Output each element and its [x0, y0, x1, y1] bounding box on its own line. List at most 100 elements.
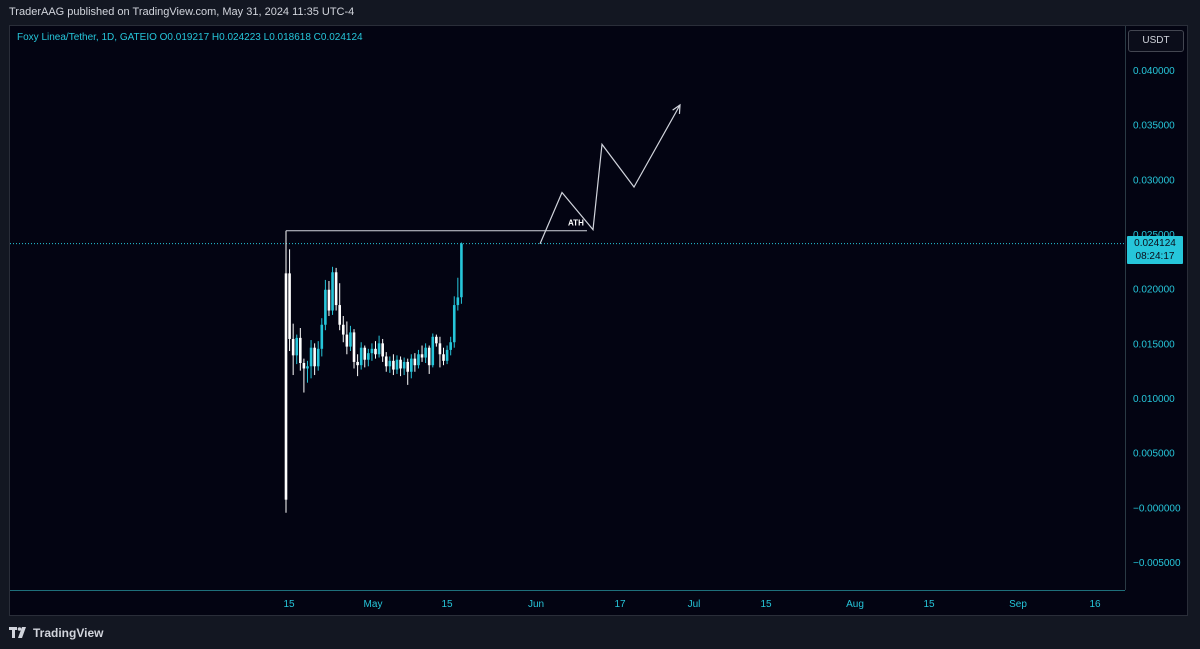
candle-body: [374, 348, 377, 355]
candle-body: [316, 348, 320, 367]
candle-body: [306, 366, 309, 369]
candle: [327, 281, 331, 316]
candle-body: [413, 358, 417, 366]
candle: [406, 358, 410, 385]
candle: [352, 329, 356, 369]
candle: [338, 283, 341, 331]
candle-body: [320, 324, 324, 349]
x-tick-label: Jun: [528, 599, 544, 610]
candle-body: [356, 361, 359, 366]
y-tick-label: 0.010000: [1133, 394, 1175, 405]
candlestick-plot[interactable]: ATH: [10, 26, 1125, 590]
candle-body: [295, 337, 299, 356]
x-tick-label: Sep: [1009, 599, 1027, 610]
candle: [431, 333, 435, 368]
candle-body: [291, 338, 295, 356]
candle: [442, 347, 445, 366]
y-tick-label: 0.005000: [1133, 449, 1175, 460]
x-tick-label: May: [364, 599, 383, 610]
candle-body: [431, 336, 435, 366]
candle: [363, 345, 367, 368]
candle-body: [445, 349, 449, 361]
x-tick-label: Jul: [688, 599, 701, 610]
candle-body: [417, 354, 420, 366]
drawing-layer: ATH: [286, 103, 681, 245]
candle: [413, 353, 417, 372]
candle-body: [449, 342, 452, 350]
currency-button[interactable]: USDT: [1128, 30, 1184, 52]
candle: [384, 352, 388, 372]
candle-body: [427, 347, 431, 366]
x-tick-label: 15: [760, 599, 772, 610]
y-tick-label: 0.030000: [1133, 175, 1175, 186]
candle: [284, 230, 288, 513]
candle-body: [367, 353, 370, 360]
candle-body: [452, 305, 456, 343]
candle-body: [384, 356, 388, 367]
price-axis[interactable]: 0.040000 0.035000 0.030000 0.025000 0.020000…: [1125, 26, 1188, 590]
time-axis[interactable]: 15 May 15 Jun 17 Jul 15 Aug 15 Sep 16: [10, 590, 1125, 616]
candle: [377, 335, 381, 358]
candle-body: [313, 347, 316, 367]
candle: [295, 334, 299, 365]
candle: [313, 343, 316, 376]
candle: [424, 343, 427, 364]
x-tick-label: 17: [614, 599, 626, 610]
candle-body: [399, 359, 402, 369]
candle: [324, 279, 327, 331]
symbol-legend[interactable]: Foxy Linea/Tether, 1D, GATEIO O0.019217 …: [17, 32, 363, 43]
candle-body: [349, 332, 352, 347]
y-tick-label: 0.040000: [1133, 66, 1175, 77]
candle-body: [381, 343, 384, 357]
x-tick-label: 15: [923, 599, 935, 610]
candle: [370, 343, 374, 361]
candle: [291, 323, 295, 376]
published-by-text: TraderAAG published on TradingView.com, …: [9, 6, 355, 18]
top-bar: TraderAAG published on TradingView.com, …: [0, 0, 1200, 24]
candle-body: [334, 272, 338, 306]
candle-body: [331, 272, 334, 311]
candle-body: [284, 273, 288, 500]
y-tick-label: 0.020000: [1133, 285, 1175, 296]
candle: [309, 340, 313, 379]
candle-body: [352, 332, 356, 362]
last-price-value: 0.024124: [1134, 238, 1176, 249]
projection-arrowhead-icon: [672, 103, 681, 115]
candle: [395, 355, 399, 374]
candle: [456, 277, 460, 311]
candle: [345, 321, 349, 355]
candle: [349, 325, 352, 351]
candle: [331, 266, 334, 315]
candle-body: [363, 347, 367, 360]
y-tick-label: −0.000000: [1133, 503, 1181, 514]
candle-body: [338, 305, 341, 325]
candle-body: [327, 289, 331, 311]
candle-body: [410, 358, 413, 372]
candles-group: [284, 230, 463, 513]
candle-body: [460, 243, 463, 298]
candle: [410, 354, 413, 379]
x-tick-label: Aug: [846, 599, 864, 610]
x-tick-label: 16: [1089, 599, 1101, 610]
candle: [381, 338, 384, 362]
candle-body: [392, 360, 395, 370]
candle-body: [420, 354, 424, 358]
candle: [399, 356, 402, 377]
candle: [445, 345, 449, 365]
candle-body: [299, 337, 302, 364]
y-tick-label: 0.025000: [1133, 230, 1175, 241]
candle-body: [438, 343, 442, 355]
candle: [302, 358, 306, 393]
candle-body: [406, 361, 410, 372]
plot-area[interactable]: ATH: [10, 26, 1125, 590]
candle-body: [345, 334, 349, 347]
projection-path[interactable]: [539, 104, 681, 245]
y-tick-label: 0.035000: [1133, 121, 1175, 132]
candle: [299, 328, 302, 371]
tradingview-brand[interactable]: TradingView: [9, 626, 103, 640]
candle-body: [309, 347, 313, 367]
candle-body: [456, 297, 460, 306]
candle: [334, 267, 338, 311]
candle-body: [435, 336, 438, 344]
ath-label: ATH: [568, 219, 584, 228]
